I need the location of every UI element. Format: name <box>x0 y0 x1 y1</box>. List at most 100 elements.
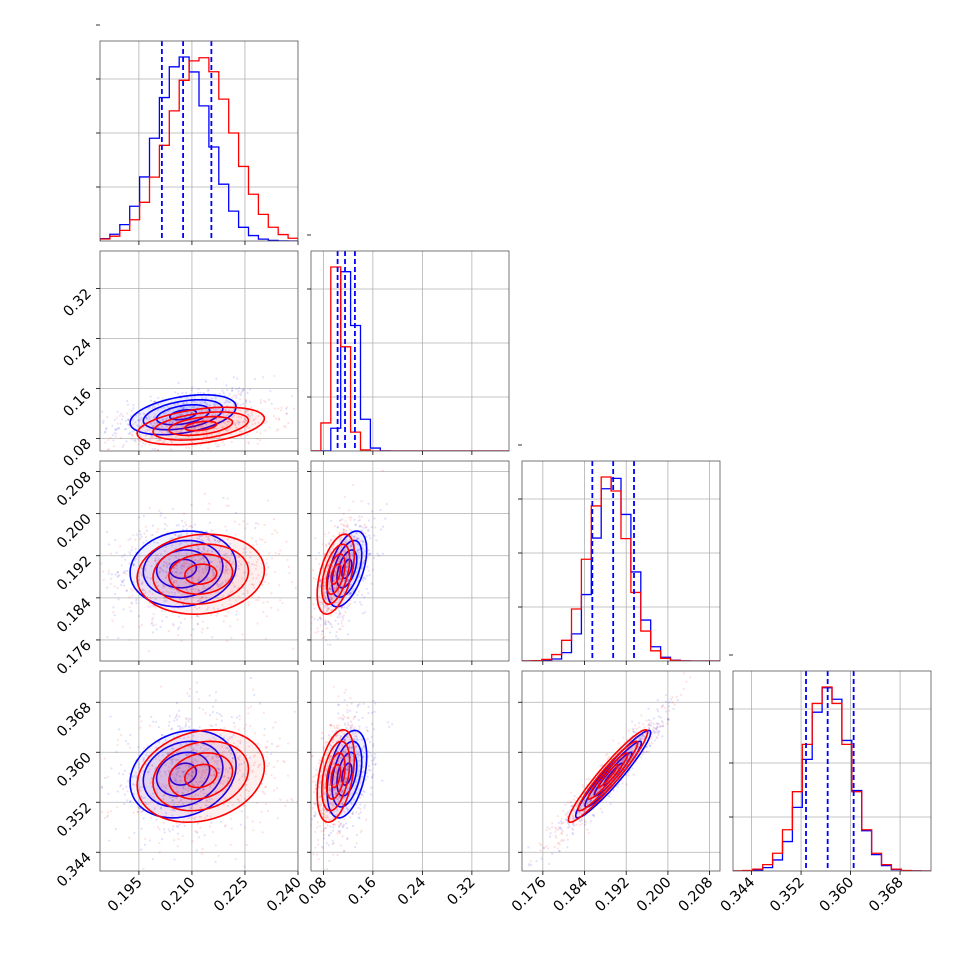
panel-frame <box>310 460 510 662</box>
scatter-point <box>237 393 240 396</box>
scatter-point <box>306 620 308 622</box>
scatter-point <box>345 751 348 754</box>
scatter-point <box>361 547 364 550</box>
scatter-point <box>343 691 346 694</box>
scatter-point <box>211 636 214 639</box>
scatter-point <box>81 787 83 789</box>
scatter-point <box>199 405 202 408</box>
scatter-point <box>226 429 229 433</box>
scatter-point <box>344 552 347 555</box>
scatter-point <box>253 732 257 735</box>
scatter-point <box>111 619 114 622</box>
scatter-point <box>195 749 198 752</box>
scatter-point <box>323 597 326 600</box>
scatter-point <box>203 834 206 837</box>
scatter-point <box>365 535 368 538</box>
scatter-point <box>344 738 347 741</box>
scatter-point <box>270 606 273 609</box>
scatter-point <box>348 593 351 597</box>
scatter-point <box>122 584 125 587</box>
scatter-point <box>355 753 358 756</box>
scatter-point <box>218 593 221 597</box>
scatter-point <box>322 837 325 840</box>
scatter-point <box>222 750 226 753</box>
scatter-point <box>233 422 237 426</box>
scatter-point <box>233 407 236 411</box>
scatter-point <box>252 829 255 832</box>
scatter-point <box>192 784 195 787</box>
scatter-point <box>303 772 305 774</box>
scatter-point <box>204 409 207 412</box>
scatter-point <box>345 768 349 771</box>
scatter-point <box>321 812 324 815</box>
y-tick-label: 0.368 <box>54 700 95 741</box>
scatter-point <box>109 436 112 439</box>
scatter-point <box>141 809 144 812</box>
scatter-point <box>341 770 344 773</box>
scatter-point <box>631 720 634 723</box>
scatter-point <box>259 763 262 766</box>
scatter-point <box>299 592 301 594</box>
scatter-point <box>340 606 343 609</box>
scatter-point <box>120 564 123 567</box>
scatter-point <box>226 420 229 423</box>
scatter-point <box>146 428 149 431</box>
x-tick-label: 0.195 <box>105 875 146 916</box>
scatter-point <box>237 420 240 424</box>
scatter-point <box>251 820 254 823</box>
scatter-point <box>656 722 659 726</box>
scatter-point <box>158 566 161 570</box>
scatter-point <box>197 836 200 839</box>
scatter-point <box>368 573 371 577</box>
scatter-point <box>312 853 315 856</box>
contour-fill-1 <box>153 741 249 811</box>
scatter-point <box>270 402 273 405</box>
scatter-point <box>350 529 353 532</box>
scatter-point <box>185 753 188 756</box>
scatter-point <box>160 807 163 810</box>
scatter-point <box>314 784 318 787</box>
scatter-point <box>589 799 593 803</box>
scatter-point <box>116 571 120 574</box>
scatter-point <box>257 522 260 526</box>
scatter-point <box>353 601 357 604</box>
scatter-point <box>356 538 359 541</box>
scatter-point <box>353 538 356 541</box>
scatter-point <box>319 580 322 583</box>
scatter-point <box>102 570 105 573</box>
scatter-point <box>326 555 329 558</box>
scatter-point <box>234 574 238 577</box>
scatter-point <box>207 388 210 392</box>
scatter-point <box>366 775 369 778</box>
scatter-point <box>361 540 365 543</box>
scatter-point <box>238 755 241 758</box>
scatter-point <box>162 821 165 824</box>
scatter-point <box>155 757 158 760</box>
scatter-point <box>142 442 145 445</box>
scatter-point <box>197 391 200 395</box>
scatter-point <box>355 574 359 577</box>
x-tick-label: 0.32 <box>445 875 479 909</box>
scatter-point <box>165 571 168 574</box>
scatter-point <box>327 608 330 611</box>
scatter-point <box>176 419 180 422</box>
scatter-point <box>148 415 151 418</box>
scatter-point <box>115 416 118 419</box>
scatter-point <box>138 530 141 533</box>
scatter-point <box>346 562 349 566</box>
scatter-point <box>357 759 361 762</box>
scatter-point <box>212 756 215 760</box>
scatter-point <box>639 738 642 741</box>
scatter-point <box>203 749 206 752</box>
scatter-point <box>323 605 326 608</box>
scatter-point <box>203 548 206 552</box>
scatter-point <box>270 592 273 595</box>
scatter-point <box>372 556 376 560</box>
contour-0 <box>336 549 358 589</box>
scatter-point <box>242 586 245 589</box>
scatter-point <box>330 754 333 757</box>
scatter-point <box>205 804 208 807</box>
scatter-point <box>139 533 142 536</box>
scatter-point <box>349 738 352 741</box>
scatter-point <box>123 793 127 796</box>
